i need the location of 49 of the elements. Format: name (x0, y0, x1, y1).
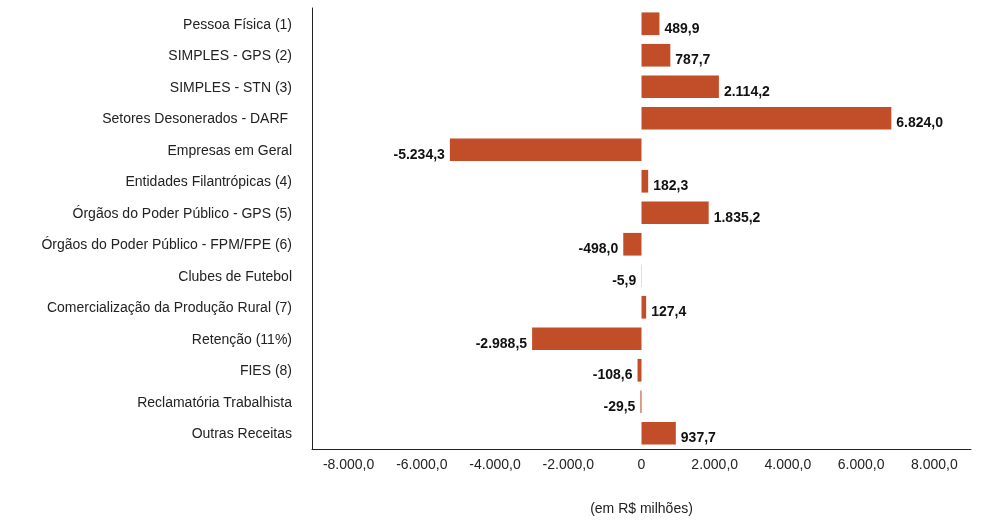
y-tick-label: SIMPLES - STN (3) (169, 78, 292, 95)
bar (623, 232, 642, 256)
bar (641, 421, 676, 445)
data-label: -108,6 (592, 366, 633, 383)
y-tick-label: Retenção (11%) (191, 330, 292, 347)
x-tick-label: 6.000,0 (837, 456, 885, 472)
y-tick-label: FIES (8) (239, 362, 292, 379)
data-label: -5.234,3 (393, 145, 446, 162)
x-tick-label: 2.000,0 (691, 456, 739, 472)
bar (641, 106, 892, 130)
x-tick-label: -6.000,0 (396, 456, 448, 472)
x-tick-label: 8.000,0 (911, 456, 958, 472)
y-tick-label: Clubes de Futebol (178, 267, 292, 284)
x-tick-label: -2.000,0 (542, 456, 595, 472)
y-tick-label: SIMPLES - GPS (2) (168, 47, 292, 64)
x-tick-label: -8.000,0 (322, 456, 375, 472)
y-tick-label: Reclamatória Trabalhista (137, 393, 293, 410)
data-label: 182,3 (653, 177, 689, 194)
x-axis-title: (em R$ milhões) (590, 500, 693, 516)
y-tick-label: Órgãos do Poder Público - FPM/FPE (6) (41, 236, 292, 253)
bar (641, 169, 649, 193)
data-label: 127,4 (651, 303, 687, 320)
y-tick-label: Comercialização da Produção Rural (7) (46, 299, 292, 316)
x-tick-label: -4.000,0 (469, 456, 521, 472)
bar (532, 327, 642, 351)
data-label: -2.988,5 (475, 334, 528, 351)
data-label: 937,7 (680, 429, 717, 446)
bar (641, 201, 709, 225)
bar (641, 43, 671, 67)
bar (641, 75, 719, 99)
bar (641, 12, 660, 36)
y-tick-label: Entidades Filantrópicas (4) (125, 173, 292, 190)
y-tick-label: Empresas em Geral (167, 141, 292, 158)
data-label: 489,9 (664, 19, 700, 36)
bar (449, 138, 642, 162)
y-tick-label: Outras Receitas (191, 425, 292, 442)
data-label: 6.824,0 (896, 114, 944, 131)
data-label: -29,5 (603, 397, 636, 414)
y-tick-label: Setores Desonerados - DARF (102, 110, 292, 127)
y-tick-label: Pessoa Física (1) (183, 15, 292, 32)
data-label: -5,9 (612, 271, 637, 288)
x-tick-label: 4.000,0 (764, 456, 812, 472)
data-label: 2.114,2 (723, 82, 771, 99)
x-tick-label: 0 (637, 456, 646, 472)
data-label: 1.835,2 (713, 208, 761, 225)
data-label: 787,7 (675, 51, 711, 68)
bar (637, 358, 642, 382)
y-tick-label: Órgãos do Poder Público - GPS (5) (72, 204, 292, 221)
data-label: -498,0 (578, 240, 619, 257)
